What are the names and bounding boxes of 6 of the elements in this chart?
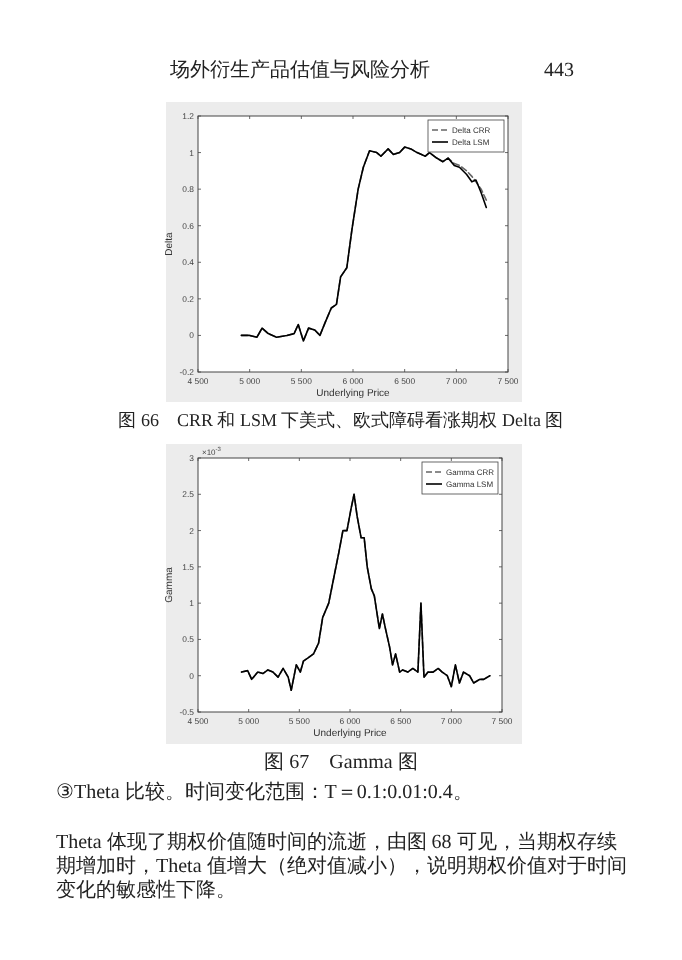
caption: 图 66 CRR 和 LSM 下美式、欧式障碍看涨期权 Delta 图 [116,408,566,432]
caption: 图 67 Gamma 图 [262,752,420,776]
text: 场外衍生产品估值与风险分析 [170,60,430,82]
text: Theta 体现了期权价值随时间的流逝，由图 68 可见，当期权存续期增加时，Theta 值增大（绝对值减小），说明期权价值对于时间变化的敏感性下降。 [56,832,629,904]
text: 443 [544,60,574,84]
text: ③Theta 比较。时间变化范围：T＝0.1:0.01:0.4。 [56,782,475,806]
